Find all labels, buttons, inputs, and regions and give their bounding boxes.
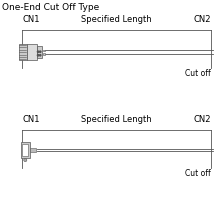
- Text: Specified Length: Specified Length: [81, 115, 152, 124]
- Text: One-End Cut Off Type: One-End Cut Off Type: [2, 3, 99, 12]
- Text: CN1: CN1: [22, 115, 40, 124]
- Circle shape: [40, 55, 41, 56]
- Bar: [30, 148, 36, 152]
- Circle shape: [37, 51, 39, 52]
- Text: Cut off: Cut off: [185, 169, 211, 178]
- Bar: [22, 144, 28, 156]
- Bar: [43, 53, 45, 55]
- Bar: [21, 142, 30, 158]
- Bar: [43, 50, 45, 51]
- Circle shape: [40, 51, 41, 52]
- Circle shape: [37, 55, 39, 56]
- Text: Cut off: Cut off: [185, 69, 211, 79]
- Text: CN2: CN2: [194, 15, 211, 24]
- Text: Specified Length: Specified Length: [81, 15, 152, 24]
- Text: CN2: CN2: [194, 115, 211, 124]
- Bar: [19, 44, 27, 61]
- Text: CN1: CN1: [22, 15, 40, 24]
- Circle shape: [24, 159, 27, 162]
- Bar: [27, 44, 37, 61]
- Bar: [37, 46, 42, 58]
